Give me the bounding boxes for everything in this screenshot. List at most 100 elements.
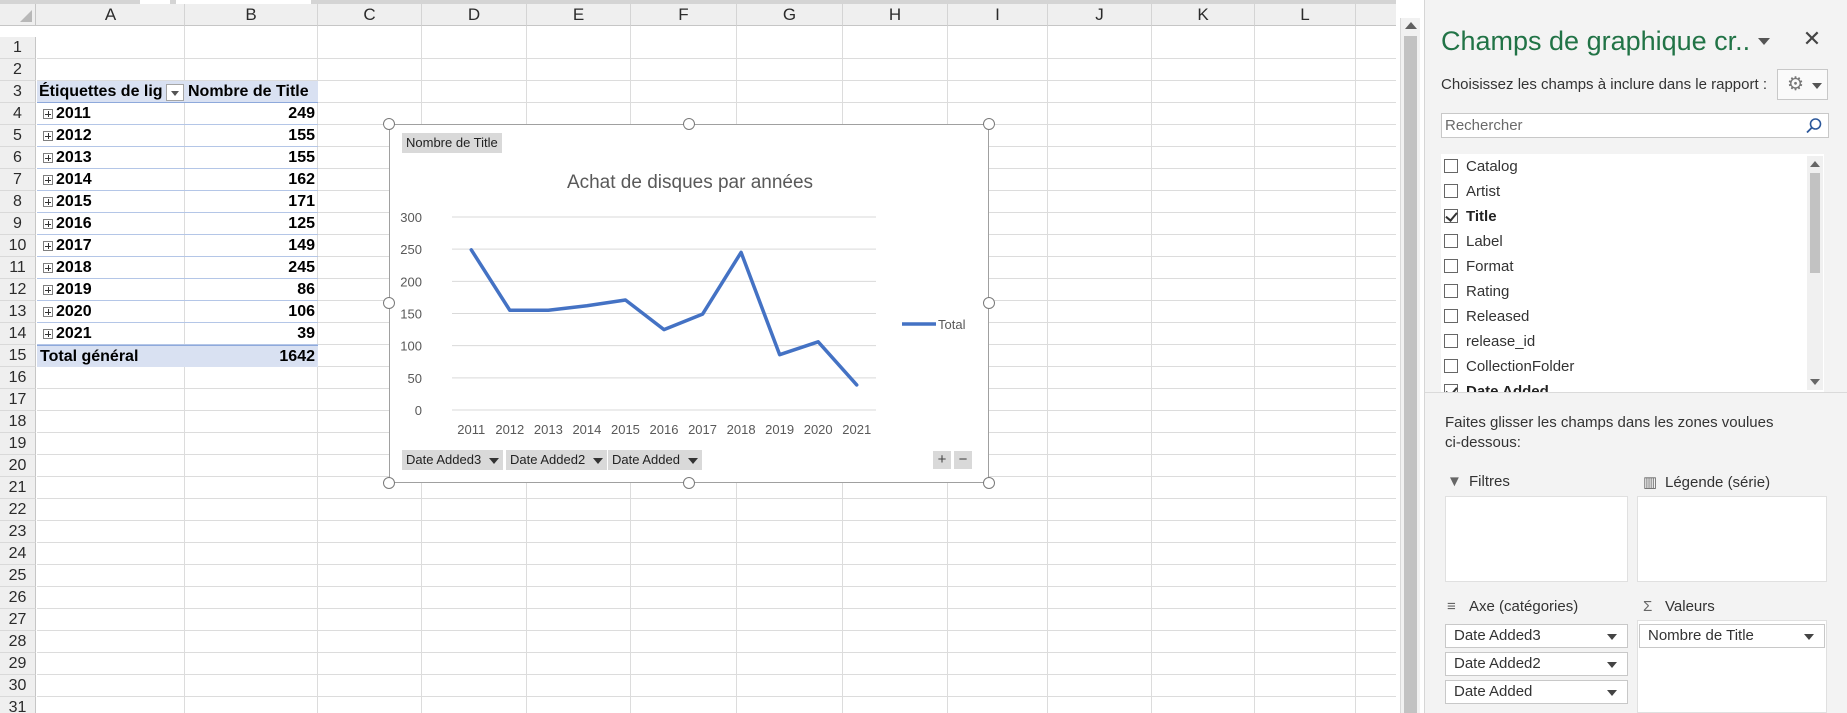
tools-button[interactable]: ⚙ xyxy=(1777,69,1828,100)
scroll-up-icon[interactable] xyxy=(1405,22,1417,29)
expand-icon[interactable] xyxy=(43,241,53,251)
column-header-d[interactable]: D xyxy=(422,4,527,26)
expand-icon[interactable] xyxy=(43,175,53,185)
column-header-a[interactable]: A xyxy=(37,4,185,26)
resize-handle-top-right[interactable] xyxy=(983,118,995,130)
row-header-25[interactable]: 25 xyxy=(0,565,36,587)
pivot-row[interactable]: 2017 149 xyxy=(37,235,318,257)
expand-icon[interactable] xyxy=(43,329,53,339)
row-header-7[interactable]: 7 xyxy=(0,169,36,191)
row-header-23[interactable]: 23 xyxy=(0,521,36,543)
row-header-14[interactable]: 14 xyxy=(0,323,36,345)
expand-field-button[interactable]: + xyxy=(933,451,951,469)
field-checkbox[interactable] xyxy=(1444,259,1458,273)
field-item-artist[interactable]: Artist xyxy=(1441,181,1811,203)
field-checkbox[interactable] xyxy=(1444,334,1458,348)
column-header-i[interactable]: I xyxy=(948,4,1048,26)
column-header-b[interactable]: B xyxy=(185,4,318,26)
row-header-11[interactable]: 11 xyxy=(0,257,36,279)
select-all-corner[interactable] xyxy=(0,4,36,26)
row-header-20[interactable]: 20 xyxy=(0,455,36,477)
axis-field-item-3[interactable]: Date Added xyxy=(1445,680,1628,704)
scroll-down-icon[interactable] xyxy=(1810,379,1820,385)
expand-icon[interactable] xyxy=(43,131,53,141)
column-header-j[interactable]: J xyxy=(1048,4,1152,26)
pivot-row[interactable]: 2014 162 xyxy=(37,169,318,191)
row-header-4[interactable]: 4 xyxy=(0,103,36,125)
column-header-c[interactable]: C xyxy=(318,4,422,26)
resize-handle-bottom-left[interactable] xyxy=(383,477,395,489)
field-checkbox[interactable] xyxy=(1444,209,1458,223)
pivot-chart[interactable]: Achat de disques par années 300 250 200 150 1… xyxy=(389,124,989,483)
pivot-row-filter-button[interactable] xyxy=(166,84,184,101)
row-header-16[interactable]: 16 xyxy=(0,367,36,389)
row-header-26[interactable]: 26 xyxy=(0,587,36,609)
field-item-label[interactable]: Label xyxy=(1441,231,1811,253)
value-field-item-1[interactable]: Nombre de Title xyxy=(1639,624,1825,648)
field-item-format[interactable]: Format xyxy=(1441,256,1811,278)
pivot-row[interactable]: 2016 125 xyxy=(37,213,318,235)
search-icon[interactable] xyxy=(1805,117,1823,135)
resize-handle-bottom-right[interactable] xyxy=(983,477,995,489)
pivot-header-values[interactable]: Nombre de Title xyxy=(185,81,318,103)
row-header-29[interactable]: 29 xyxy=(0,653,36,675)
legend-zone[interactable] xyxy=(1637,496,1827,582)
field-checkbox[interactable] xyxy=(1444,384,1458,392)
row-header-21[interactable]: 21 xyxy=(0,477,36,499)
collapse-field-button[interactable]: − xyxy=(954,451,972,469)
column-header-l[interactable]: L xyxy=(1255,4,1356,26)
row-header-19[interactable]: 19 xyxy=(0,433,36,455)
pivot-row[interactable]: 2011 249 xyxy=(37,103,318,125)
pivot-row[interactable]: 2013 155 xyxy=(37,147,318,169)
row-header-27[interactable]: 27 xyxy=(0,609,36,631)
field-item-catalog[interactable]: Catalog xyxy=(1441,156,1811,178)
row-header-1[interactable]: 1 xyxy=(0,37,36,59)
resize-handle-right[interactable] xyxy=(983,297,995,309)
chart-axis-field-button-2[interactable]: Date Added2 xyxy=(506,450,608,470)
column-header-e[interactable]: E xyxy=(527,4,631,26)
row-header-18[interactable]: 18 xyxy=(0,411,36,433)
expand-icon[interactable] xyxy=(43,263,53,273)
field-checkbox[interactable] xyxy=(1444,159,1458,173)
row-header-15[interactable]: 15 xyxy=(0,345,36,367)
row-header-28[interactable]: 28 xyxy=(0,631,36,653)
field-checkbox[interactable] xyxy=(1444,234,1458,248)
pivot-grand-total-row[interactable]: Total général 1642 xyxy=(37,345,318,367)
field-item-released[interactable]: Released xyxy=(1441,306,1811,328)
expand-icon[interactable] xyxy=(43,307,53,317)
resize-handle-bottom[interactable] xyxy=(683,477,695,489)
pivot-row[interactable]: 2021 39 xyxy=(37,323,318,345)
scroll-thumb[interactable] xyxy=(1404,36,1417,713)
column-header-h[interactable]: H xyxy=(843,4,948,26)
resize-handle-top-left[interactable] xyxy=(383,118,395,130)
row-header-30[interactable]: 30 xyxy=(0,675,36,697)
row-header-8[interactable]: 8 xyxy=(0,191,36,213)
chart-value-field-button[interactable]: Nombre de Title xyxy=(402,133,502,153)
field-checkbox[interactable] xyxy=(1444,184,1458,198)
pivot-header-rows[interactable]: Étiquettes de lig xyxy=(37,81,185,103)
row-header-10[interactable]: 10 xyxy=(0,235,36,257)
row-header-9[interactable]: 9 xyxy=(0,213,36,235)
search-input[interactable] xyxy=(1442,114,1792,137)
pivot-row[interactable]: 2015 171 xyxy=(37,191,318,213)
field-checkbox[interactable] xyxy=(1444,309,1458,323)
expand-icon[interactable] xyxy=(43,197,53,207)
field-checkbox[interactable] xyxy=(1444,359,1458,373)
expand-icon[interactable] xyxy=(43,219,53,229)
resize-handle-left[interactable] xyxy=(383,297,395,309)
row-header-22[interactable]: 22 xyxy=(0,499,36,521)
field-item-title[interactable]: Title xyxy=(1441,206,1811,228)
row-header-24[interactable]: 24 xyxy=(0,543,36,565)
field-checkbox[interactable] xyxy=(1444,284,1458,298)
column-header-k[interactable]: K xyxy=(1152,4,1255,26)
row-header-31[interactable]: 31 xyxy=(0,697,36,713)
filters-zone[interactable] xyxy=(1445,496,1628,582)
field-item-date-added[interactable]: Date Added xyxy=(1441,381,1811,392)
scroll-up-icon[interactable] xyxy=(1810,161,1820,167)
chevron-down-icon[interactable] xyxy=(1758,38,1770,45)
expand-icon[interactable] xyxy=(43,285,53,295)
sheet-vertical-scrollbar[interactable] xyxy=(1400,18,1420,713)
field-item-rating[interactable]: Rating xyxy=(1441,281,1811,303)
row-header-3[interactable]: 3 xyxy=(0,81,36,103)
